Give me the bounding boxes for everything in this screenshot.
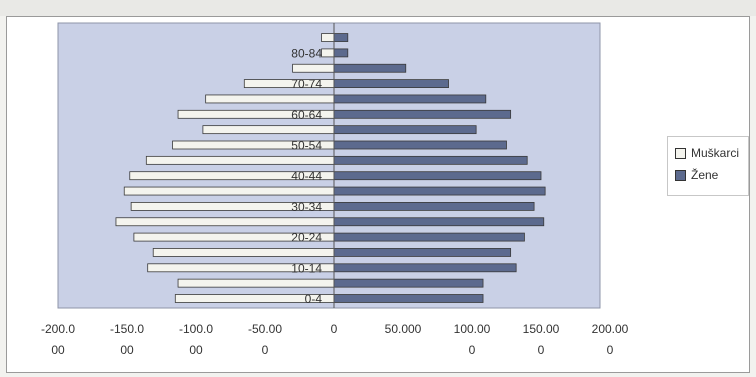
x-tick-line1: 150.00 — [523, 322, 560, 336]
x-tick-label: 0 — [331, 322, 338, 336]
bar-zene-65-69 — [333, 94, 487, 104]
x-tick-line2: 0 — [262, 343, 269, 357]
x-tick-line2: 00 — [120, 343, 134, 357]
bar-zene-35-39 — [333, 186, 546, 196]
legend-label-zene: Žene — [691, 168, 719, 182]
category-label-80-84: 80-84 — [291, 46, 322, 60]
x-tick-label: -50.00 0 — [248, 322, 282, 357]
category-label-20-24: 20-24 — [291, 231, 322, 245]
bar-zene-85+ — [333, 33, 349, 42]
x-tick-line1: -150.0 — [110, 322, 144, 336]
legend-swatch-muskarci — [675, 147, 686, 159]
x-tick-line1: -100.0 — [179, 322, 213, 336]
x-tick-line1: 100.00 — [454, 322, 491, 336]
bar-zene-10-14 — [333, 263, 517, 273]
scan-top-strip — [0, 0, 756, 16]
bar-muskarci-85+ — [321, 33, 335, 42]
bar-zene-55-59 — [333, 125, 477, 135]
x-tick-line2: 0 — [607, 343, 614, 357]
bar-zene-25-29 — [333, 217, 545, 227]
x-tick-line2: 0 — [538, 343, 545, 357]
bar-zene-20-24 — [333, 232, 525, 242]
category-label-0-4: 0-4 — [305, 292, 323, 306]
x-tick-label: 200.00 0 — [592, 322, 629, 357]
x-tick-line1: 0 — [331, 322, 338, 336]
x-tick-label: -100.0 00 — [179, 322, 213, 357]
bar-muskarci-45-49 — [145, 155, 335, 165]
legend: Muškarci Žene — [667, 136, 749, 196]
bar-muskarci-25-29 — [115, 217, 335, 227]
bar-zene-40-44 — [333, 171, 542, 181]
x-tick-line2: 00 — [51, 343, 65, 357]
x-tick-label: -150.0 00 — [110, 322, 144, 357]
bar-zene-75-79 — [333, 63, 407, 73]
bar-zene-80-84 — [333, 48, 349, 58]
legend-label-muskarci: Muškarci — [691, 146, 740, 160]
x-tick-line2: 0 — [469, 343, 476, 357]
bar-zene-70-74 — [333, 79, 449, 88]
x-tick-line2: 00 — [189, 343, 203, 357]
bar-zene-45-49 — [333, 155, 528, 165]
x-tick-line1: -200.0 — [41, 322, 75, 336]
bar-zene-50-54 — [333, 140, 507, 150]
legend-swatch-zene — [675, 169, 686, 181]
x-tick-label: 50.000 — [385, 322, 422, 336]
category-label-10-14: 10-14 — [291, 261, 322, 275]
bar-zene-0-4 — [333, 294, 484, 303]
category-label-30-34: 30-34 — [291, 200, 322, 214]
category-label-60-64: 60-64 — [291, 108, 322, 122]
bar-muskarci-65-69 — [205, 94, 335, 104]
bar-zene-30-34 — [333, 201, 535, 211]
x-tick-label: 150.00 0 — [523, 322, 560, 357]
x-tick-line1: -50.00 — [248, 322, 282, 336]
bar-zene-15-19 — [333, 248, 512, 257]
category-label-50-54: 50-54 — [291, 139, 322, 153]
bar-zene-60-64 — [333, 109, 512, 119]
x-tick-line1: 50.000 — [385, 322, 422, 336]
x-tick-label: -200.0 00 — [41, 322, 75, 357]
legend-item-zene: Žene — [675, 168, 718, 182]
category-label-70-74: 70-74 — [291, 77, 322, 91]
bar-muskarci-80-84 — [321, 48, 335, 58]
bar-muskarci-55-59 — [202, 125, 335, 135]
bar-muskarci-5-9 — [177, 278, 335, 288]
legend-item-muskarci: Muškarci — [675, 146, 739, 160]
x-tick-label: 100.00 0 — [454, 322, 491, 357]
bar-muskarci-15-19 — [152, 248, 335, 257]
x-tick-line1: 200.00 — [592, 322, 629, 336]
bar-muskarci-75-79 — [292, 63, 335, 73]
bar-muskarci-35-39 — [123, 186, 335, 196]
category-label-40-44: 40-44 — [291, 169, 322, 183]
bar-zene-5-9 — [333, 278, 484, 288]
